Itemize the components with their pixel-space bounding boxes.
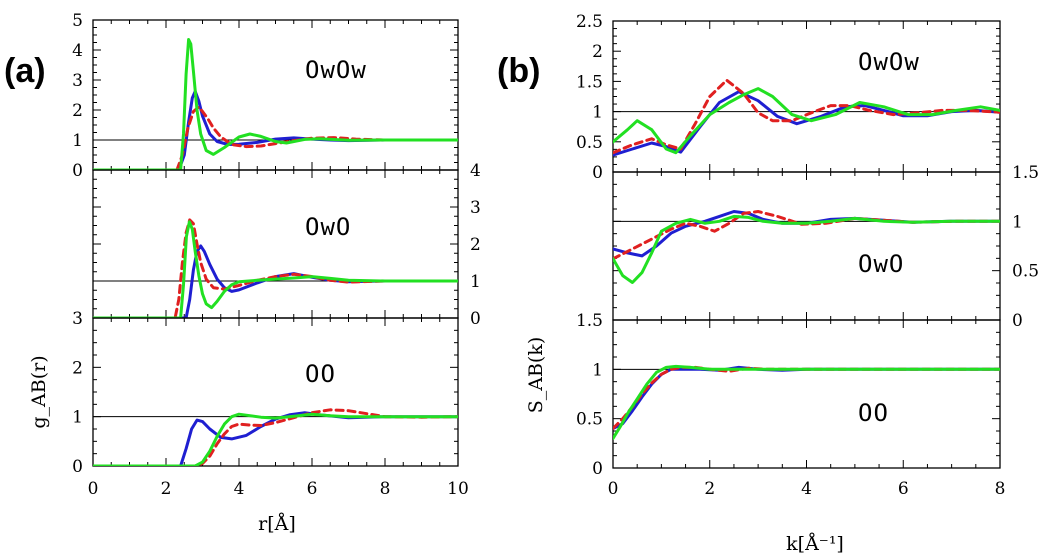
panel-b-xtick-label: 6 xyxy=(898,479,909,499)
panel-b-sub-3-series-red xyxy=(613,365,1000,430)
panel-b-sub-3-ytick-label: 1.5 xyxy=(576,311,603,331)
panel-b-sub-1-series-green xyxy=(613,87,1000,155)
panel-b-sub-3-frame xyxy=(612,319,1001,469)
panel-a-sub-1-ytick-label: 4 xyxy=(72,41,83,61)
panel-a-xtick-label: 0 xyxy=(88,479,99,499)
panel-b-sub-2-ytick-label-right: 1 xyxy=(1012,212,1023,232)
panel-b-sub-3-ytick-label: 0 xyxy=(592,459,603,479)
panel-a-sub-2-ytick-label-right: 4 xyxy=(470,161,481,181)
panel-b-sub-2-ytick-label-right: 0 xyxy=(1012,311,1023,331)
panel-b-sub-1-ytick-label: 2 xyxy=(592,42,603,62)
panel-b-sub-2-label: OwO xyxy=(858,250,904,278)
panel-a-sub-2-ytick-label-right: 1 xyxy=(470,272,481,292)
panel-a-xtick-label: 6 xyxy=(307,479,318,499)
panel-a-sub-2-label: OwO xyxy=(305,213,351,241)
panel-b-xtick-label: 0 xyxy=(608,479,619,499)
panel-b-sub-2-series-blue xyxy=(613,210,1000,258)
panel-b-sub-1-label: OwOw xyxy=(858,48,920,76)
panel-a-sub-3-series-red xyxy=(93,408,458,466)
panel-a-sub-2-ytick-label-right: 2 xyxy=(470,235,481,255)
panel-b-sub-1-ytick-label: 0.5 xyxy=(576,133,603,153)
panel-b-sub-3-ytick-label: 0.5 xyxy=(576,410,603,430)
panel-a-xtick-label: 8 xyxy=(380,479,391,499)
panel-a-letter: (a) xyxy=(4,52,46,90)
panel-a-sub-3-frame xyxy=(92,317,459,467)
panel-a-sub-1-series-red xyxy=(93,105,458,170)
panel-b-xtick-label: 8 xyxy=(995,479,1006,499)
panel-a-sub-1-ytick-label: 1 xyxy=(72,131,83,151)
panel-a-sub-1-ytick-label: 2 xyxy=(72,101,83,121)
panel-a-xtick-label: 10 xyxy=(447,479,469,499)
panel-a-sub-1-series-blue xyxy=(93,89,458,170)
panel-b: (b) OwOw OwO OO k[Å⁻¹] S_AB(k) 0 0.5 1 1.5 2… xyxy=(497,12,1039,554)
panel-b-sub-2-ytick-label-right: 0.5 xyxy=(1012,262,1039,282)
panel-a-sub-2-frame xyxy=(92,169,459,319)
panel-a-sub-2-series-green xyxy=(93,220,458,318)
panel-a-sub-1-ytick-label: 0 xyxy=(72,161,83,181)
panel-a-sub-2-ytick-label-right: 3 xyxy=(470,198,481,218)
panel-a-sub-3-ytick-label: 2 xyxy=(72,358,83,378)
panel-b-letter: (b) xyxy=(497,52,540,90)
panel-b-sub-2-series-green xyxy=(613,214,1000,284)
panel-a-sub-3-label: OO xyxy=(305,360,336,388)
panel-a-sub-1-frame xyxy=(92,19,459,171)
panel-a-ylabel: g_AB(r) xyxy=(28,355,50,428)
panel-b-sub-1-ytick-label: 2.5 xyxy=(576,12,603,32)
panel-b-sub-1-ytick-label: 1 xyxy=(592,103,603,123)
panel-a-sub-2-ytick-label-right: 0 xyxy=(470,309,481,329)
panel-a-sub-1-ytick-label: 3 xyxy=(72,71,83,91)
panel-a-sub-3-series-blue xyxy=(93,411,458,466)
panel-a-sub-1-ytick-label: 5 xyxy=(72,11,83,31)
panel-a-sub-3-ytick-label: 0 xyxy=(72,457,83,477)
panel-b-sub-1-ytick-label: 0 xyxy=(592,163,603,183)
panel-b-sub-3-label: OO xyxy=(858,399,889,427)
panel-a-xtick-label: 4 xyxy=(234,479,245,499)
panel-a-sub-1-series-green xyxy=(93,38,458,170)
panel-a-sub-1-label: OwOw xyxy=(305,56,367,84)
panel-a-xtick-label: 2 xyxy=(161,479,172,499)
panel-a-sub-3-series-green xyxy=(93,412,458,466)
panel-b-sub-3-series-green xyxy=(613,364,1000,440)
panel-b-xlabel: k[Å⁻¹] xyxy=(786,533,844,554)
panel-b-sub-2-frame xyxy=(612,171,1001,321)
panel-b-sub-3-series-blue xyxy=(613,365,1000,430)
panel-a-sub-3-ytick-label: 3 xyxy=(72,309,83,329)
panel-b-sub-1-ytick-label: 1.5 xyxy=(576,72,603,92)
panel-b-sub-1-series-red xyxy=(613,78,1000,155)
panel-a-sub-2-series-red xyxy=(93,218,458,318)
panel-a: (a) OwOw OwO OO r[Å] g_AB(r) 0 1 2 3 4 5 0 1 2 3 4… xyxy=(4,11,481,535)
panel-b-ylabel: S_AB(k) xyxy=(525,337,547,414)
panel-b-sub-2-ytick-label-right: 1.5 xyxy=(1012,163,1039,183)
panel-b-xtick-label: 4 xyxy=(801,479,812,499)
panel-a-sub-3-ytick-label: 1 xyxy=(72,408,83,428)
panel-b-xtick-label: 2 xyxy=(704,479,715,499)
panel-b-sub-3-ytick-label: 1 xyxy=(592,360,603,380)
panel-a-xlabel: r[Å] xyxy=(258,513,296,535)
